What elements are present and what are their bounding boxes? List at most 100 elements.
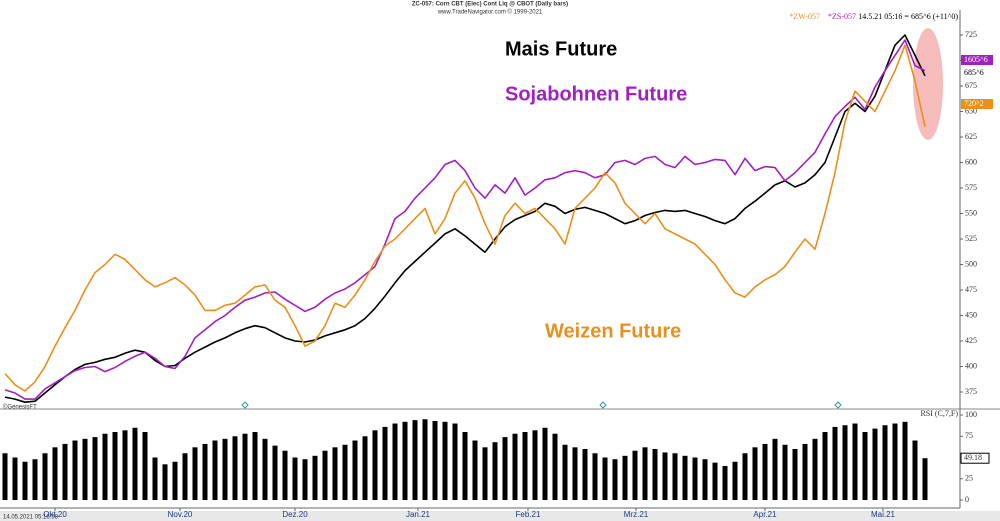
rsi-bar	[402, 421, 408, 501]
footer-band	[0, 511, 1000, 521]
rsi-bar	[232, 436, 238, 501]
rsi-bar	[912, 440, 918, 501]
rsi-bar	[342, 444, 348, 501]
rsi-bar	[562, 444, 568, 501]
y-tick-label: 625	[965, 132, 977, 141]
x-tick-label: Okt.20	[43, 510, 67, 519]
rsi-bar	[172, 461, 178, 501]
y-tick-label: 550	[965, 208, 977, 217]
rsi-bar	[702, 459, 708, 501]
x-tick-label: Mai.21	[871, 510, 896, 519]
rsi-bar	[892, 423, 898, 501]
rsi-bar	[332, 447, 338, 501]
rsi-bar	[112, 432, 118, 501]
rsi-bar	[372, 430, 378, 501]
y-tick-label: 675	[965, 81, 977, 90]
rsi-bar	[322, 450, 328, 501]
rsi-bar	[532, 430, 538, 501]
rsi-bar	[742, 453, 748, 501]
rsi-bar	[822, 432, 828, 501]
rsi-bar	[732, 461, 738, 501]
rsi-bar	[872, 428, 878, 501]
rsi-bar	[712, 462, 718, 501]
rsi-bar	[442, 421, 448, 501]
rsi-bar	[852, 423, 858, 501]
rsi-bar	[62, 443, 68, 501]
last-value-label: 1605^6	[964, 55, 988, 64]
rsi-bar	[652, 449, 658, 501]
y-tick-label: 0	[965, 495, 969, 504]
rsi-bar	[422, 419, 428, 501]
y-tick-label: 500	[965, 259, 977, 268]
rsi-bar	[922, 458, 928, 501]
rsi-bar	[692, 457, 698, 501]
markers	[241, 401, 842, 409]
credit: ©GenesisFT	[3, 404, 37, 411]
x-tick-label: Nov.20	[168, 510, 193, 519]
y-tick-label: 725	[965, 30, 977, 39]
last-value-tag: 1605^6	[961, 55, 993, 65]
timestamp: 14.05.2021 05:16:58	[3, 515, 59, 521]
y-tick-label: 525	[965, 234, 977, 243]
last-value-tag: 720^2	[961, 99, 993, 109]
rsi-bar	[832, 426, 838, 501]
last-value-box	[961, 55, 993, 65]
rsi-bar	[722, 466, 728, 501]
y-tick-label: 575	[965, 183, 977, 192]
y-tick-label: 425	[965, 336, 977, 345]
header-title: ZC-057: Corn CBT (Elec) Cont Liq @ CBOT …	[412, 2, 568, 8]
rsi-bar	[772, 438, 778, 501]
x-tick-label: Mrz.21	[624, 510, 649, 519]
last-value-label: 720^2	[964, 99, 984, 108]
rsi-bar	[32, 459, 38, 501]
rsi-bar	[842, 425, 848, 501]
rsi-bar	[222, 438, 228, 501]
header-quote: 14.5.21 05:16 = 685^6 (+11^0)	[858, 12, 958, 21]
rsi-bar	[182, 453, 188, 501]
rsi-bar	[622, 455, 628, 501]
rsi-bar	[632, 450, 638, 501]
rsi-bar	[552, 433, 558, 501]
y-tick-label: 400	[965, 361, 977, 370]
rsi-bar	[682, 455, 688, 501]
event-marker	[599, 401, 607, 409]
rsi-bar	[542, 427, 548, 501]
rsi-bar	[602, 457, 608, 501]
rsi-bar	[2, 453, 8, 501]
rsi-bar	[432, 420, 438, 501]
rsi-bar	[412, 420, 418, 501]
y-tick-label: 450	[965, 310, 977, 319]
rsi-bar	[362, 436, 368, 501]
rsi-bar	[522, 432, 528, 501]
rsi-bar	[192, 447, 198, 501]
rsi-bar	[22, 461, 28, 501]
rsi-bar	[882, 425, 888, 501]
header-symbol: *ZW-057	[789, 12, 820, 21]
rsi-bar	[672, 453, 678, 501]
rsi-bar	[282, 450, 288, 501]
rsi-bar	[612, 459, 618, 501]
rsi-bar	[752, 447, 758, 501]
rsi-bar	[132, 427, 138, 501]
x-tick-label: Jan.21	[406, 510, 431, 519]
last-value-tag: 685^6	[961, 68, 993, 78]
y-tick-label: 600	[965, 157, 977, 166]
last-value-box	[960, 452, 990, 464]
highlight-ellipse	[913, 28, 943, 140]
rsi-bar	[142, 432, 148, 501]
rsi-bar	[262, 438, 268, 501]
rsi-bar	[572, 447, 578, 501]
rsi-bar	[812, 438, 818, 501]
rsi-bar	[582, 449, 588, 501]
rsi-bar	[292, 457, 298, 501]
series-line	[4, 34, 926, 403]
rsi-bar	[252, 432, 258, 501]
rsi-bar	[512, 433, 518, 501]
rsi-bar	[242, 433, 248, 501]
annotation: Sojabohnen Future	[505, 83, 687, 105]
header-symbol: *ZS-057	[828, 12, 856, 21]
rsi-bar	[482, 447, 488, 501]
event-marker	[241, 401, 249, 409]
rsi-bar	[502, 437, 508, 501]
